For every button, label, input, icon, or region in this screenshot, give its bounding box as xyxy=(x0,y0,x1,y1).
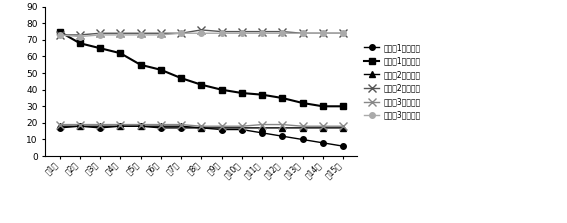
实施例2低值质控 xyxy=(158,125,164,128)
实施例3低值质控 xyxy=(158,123,164,126)
实施例3低值质控 xyxy=(177,123,184,126)
实施例3低值质控 xyxy=(117,123,124,126)
Legend: 实施例1低值质控, 实施例1高值质控, 实施例2低值质控, 实施例2高值质控, 实施例3低值质控, 实施例3高值质控: 实施例1低值质控, 实施例1高值质控, 实施例2低值质控, 实施例2高值质控, … xyxy=(364,43,421,120)
实施例2低值质控 xyxy=(198,126,205,129)
实施例2低值质控 xyxy=(177,125,184,128)
实施例2低值质控 xyxy=(340,126,346,129)
Line: 实施例3低值质控: 实施例3低值质控 xyxy=(56,120,347,130)
Line: 实施例3高值质控: 实施例3高值质控 xyxy=(57,31,346,39)
实施例3高值质控 xyxy=(56,34,63,36)
实施例1低值质控 xyxy=(218,128,225,131)
实施例3高值质控 xyxy=(198,32,205,35)
实施例3低值质控 xyxy=(56,123,63,126)
实施例1低值质控 xyxy=(238,128,245,131)
实施例1高值质控 xyxy=(238,92,245,94)
实施例1低值质控 xyxy=(158,126,164,129)
实施例3低值质控 xyxy=(279,123,286,126)
实施例1低值质控 xyxy=(137,125,144,128)
实施例1低值质控 xyxy=(279,135,286,138)
实施例2高值质控 xyxy=(96,32,103,35)
Line: 实施例2高值质控: 实施例2高值质控 xyxy=(56,26,347,39)
实施例3高值质控 xyxy=(158,34,164,36)
实施例1低值质控 xyxy=(259,132,265,134)
实施例1低值质控 xyxy=(117,125,124,128)
实施例2低值质控 xyxy=(77,125,83,128)
实施例1低值质控 xyxy=(198,126,205,129)
实施例2高值质控 xyxy=(340,32,346,35)
实施例2低值质控 xyxy=(299,126,306,129)
实施例1低值质控 xyxy=(340,145,346,147)
实施例3低值质控 xyxy=(77,123,83,126)
实施例2高值质控 xyxy=(198,29,205,31)
实施例3低值质控 xyxy=(299,125,306,128)
实施例2高值质控 xyxy=(137,32,144,35)
实施例1高值质控 xyxy=(218,88,225,91)
实施例3高值质控 xyxy=(319,32,326,35)
实施例1高值质控 xyxy=(137,64,144,66)
实施例2高值质控 xyxy=(319,32,326,35)
实施例3高值质控 xyxy=(137,34,144,36)
实施例3低值质控 xyxy=(96,123,103,126)
实施例1高值质控 xyxy=(198,83,205,86)
实施例3高值质控 xyxy=(96,34,103,36)
实施例2高值质控 xyxy=(259,30,265,33)
实施例2低值质控 xyxy=(56,125,63,128)
实施例1低值质控 xyxy=(177,126,184,129)
实施例2低值质控 xyxy=(117,125,124,128)
实施例3低值质控 xyxy=(340,125,346,128)
实施例2高值质控 xyxy=(77,34,83,36)
实施例2低值质控 xyxy=(96,125,103,128)
实施例3高值质控 xyxy=(299,32,306,35)
实施例2低值质控 xyxy=(319,126,326,129)
实施例3低值质控 xyxy=(238,125,245,128)
Line: 实施例2低值质控: 实施例2低值质控 xyxy=(56,123,346,131)
实施例2高值质控 xyxy=(56,34,63,36)
实施例2高值质控 xyxy=(279,30,286,33)
实施例2高值质控 xyxy=(299,32,306,35)
实施例3高值质控 xyxy=(117,34,124,36)
实施例2低值质控 xyxy=(218,126,225,129)
实施例2高值质控 xyxy=(238,30,245,33)
实施例2高值质控 xyxy=(158,32,164,35)
实施例1低值质控 xyxy=(299,138,306,141)
实施例3高值质控 xyxy=(340,32,346,35)
实施例2低值质控 xyxy=(238,126,245,129)
实施例1高值质控 xyxy=(117,52,124,54)
实施例3高值质控 xyxy=(238,32,245,35)
实施例1高值质控 xyxy=(299,102,306,104)
实施例2高值质控 xyxy=(117,32,124,35)
实施例1低值质控 xyxy=(96,126,103,129)
实施例3高值质控 xyxy=(259,32,265,35)
实施例1高值质控 xyxy=(158,68,164,71)
实施例1高值质控 xyxy=(177,77,184,79)
实施例1高值质控 xyxy=(96,47,103,50)
Line: 实施例1低值质控: 实施例1低值质控 xyxy=(57,124,346,149)
实施例3低值质控 xyxy=(218,125,225,128)
实施例1高值质控 xyxy=(77,42,83,45)
实施例1高值质控 xyxy=(340,105,346,108)
实施例3低值质控 xyxy=(198,125,205,128)
实施例3低值质控 xyxy=(137,123,144,126)
实施例2高值质控 xyxy=(177,32,184,35)
实施例2高值质控 xyxy=(218,30,225,33)
实施例2低值质控 xyxy=(259,126,265,129)
实施例3高值质控 xyxy=(77,35,83,38)
实施例1低值质控 xyxy=(319,141,326,144)
实施例1高值质控 xyxy=(279,97,286,99)
实施例2低值质控 xyxy=(279,126,286,129)
实施例3低值质控 xyxy=(259,123,265,126)
实施例1高值质控 xyxy=(56,30,63,33)
实施例3低值质控 xyxy=(319,125,326,128)
实施例1高值质控 xyxy=(259,93,265,96)
Line: 实施例1高值质控: 实施例1高值质控 xyxy=(56,28,346,110)
实施例3高值质控 xyxy=(177,32,184,35)
实施例3高值质控 xyxy=(279,32,286,35)
实施例1低值质控 xyxy=(56,126,63,129)
实施例1低值质控 xyxy=(77,125,83,128)
实施例1高值质控 xyxy=(319,105,326,108)
实施例3高值质控 xyxy=(218,32,225,35)
实施例2低值质控 xyxy=(137,125,144,128)
